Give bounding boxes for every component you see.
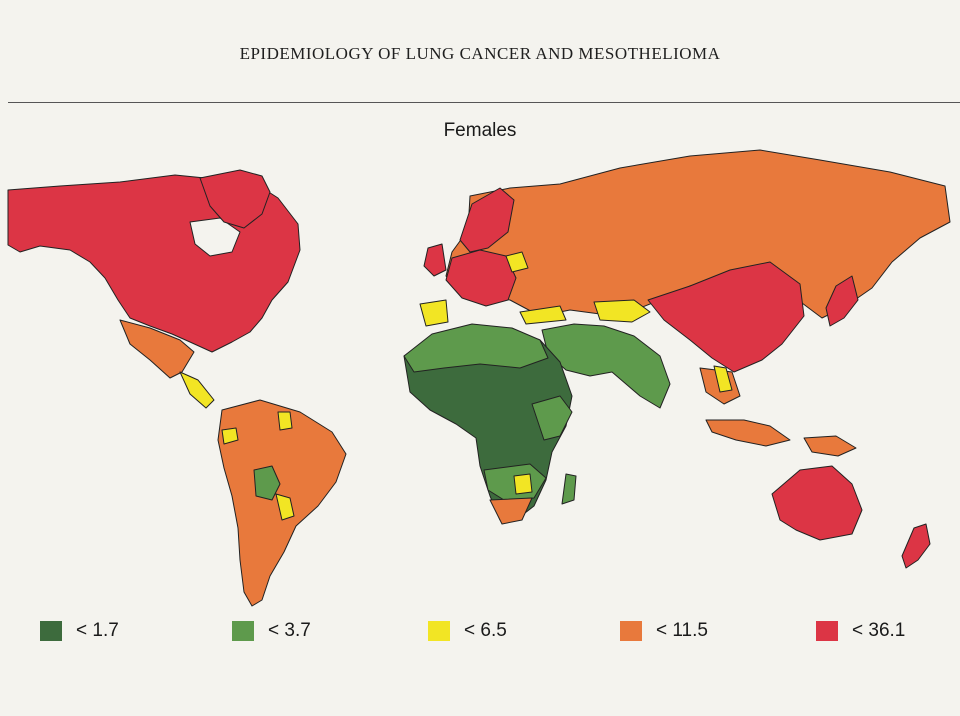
region-south-america-yellow-c — [277, 411, 293, 431]
region-southeast-asia-yellow — [713, 365, 733, 393]
region-central-america — [179, 371, 215, 409]
region-scandinavia — [459, 187, 515, 253]
legend-swatch — [232, 621, 254, 641]
region-madagascar — [561, 473, 577, 505]
legend-swatch — [620, 621, 642, 641]
running-header: EPIDEMIOLOGY OF LUNG CANCER AND MESOTHEL… — [239, 44, 721, 63]
region-indonesia — [705, 419, 791, 447]
legend-item: < 3.7 — [232, 616, 311, 646]
legend-label: < 3.7 — [268, 620, 311, 641]
legend-item: < 1.7 — [40, 616, 119, 646]
region-europe — [445, 249, 517, 307]
legend-swatch — [40, 621, 62, 641]
region-japan — [825, 275, 859, 327]
region-europe-yellow-c — [519, 305, 567, 325]
region-africa-yellow — [513, 473, 533, 495]
region-mexico — [119, 319, 195, 379]
region-europe-yellow-a — [505, 251, 529, 273]
region-south-america-yellow-a — [275, 493, 295, 521]
legend-label: < 6.5 — [464, 620, 507, 641]
region-east-africa — [531, 395, 573, 441]
region-new-guinea — [803, 435, 857, 457]
legend-label: < 1.7 — [76, 620, 119, 641]
region-china — [647, 261, 805, 373]
region-south-america-yellow-b — [221, 427, 239, 445]
region-north-africa — [403, 323, 549, 373]
region-new-zealand — [901, 523, 931, 569]
region-central-asia-yellow — [593, 299, 651, 323]
region-south-america-green — [253, 465, 281, 501]
region-europe-yellow-b — [419, 299, 449, 327]
legend-item: < 36.1 — [816, 616, 905, 646]
region-greenland — [199, 169, 271, 229]
legend-item: < 6.5 — [428, 616, 507, 646]
region-middle-east — [541, 323, 671, 409]
region-uk — [423, 243, 447, 277]
header-rule — [8, 102, 960, 103]
legend-label: < 11.5 — [656, 620, 708, 641]
region-australia — [771, 465, 863, 541]
map-title: Females — [443, 120, 517, 141]
legend-label: < 36.1 — [852, 620, 906, 641]
legend: < 1.7 < 3.7 < 6.5 < 11.5 < 36.1 — [0, 616, 960, 646]
legend-swatch — [428, 621, 450, 641]
legend-item: < 11.5 — [620, 616, 708, 646]
region-south-africa — [489, 497, 533, 525]
legend-swatch — [816, 621, 838, 641]
